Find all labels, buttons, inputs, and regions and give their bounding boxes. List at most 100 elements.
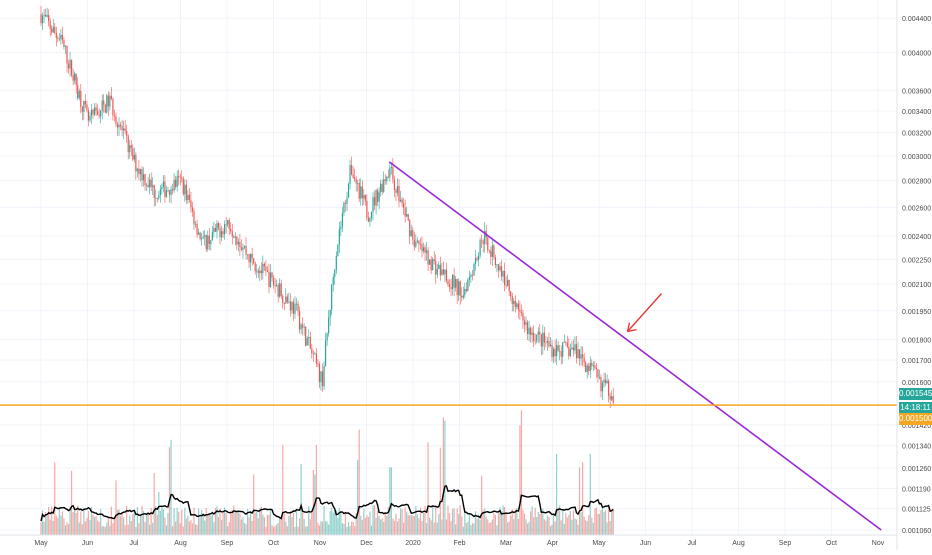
volume-bar	[442, 417, 444, 535]
candle	[90, 109, 93, 116]
candle	[549, 344, 552, 347]
candle	[569, 349, 571, 357]
volume-bar	[175, 521, 177, 535]
candle	[237, 242, 239, 245]
candle	[334, 269, 336, 277]
candle	[311, 348, 313, 354]
candle	[344, 203, 347, 204]
x-tick-label: Jul	[130, 540, 139, 547]
candle	[340, 226, 342, 230]
candle	[355, 179, 357, 184]
y-tick-label: 0.004400	[902, 16, 931, 23]
volume-bar	[165, 525, 168, 535]
volume-bar	[254, 512, 256, 535]
candle	[484, 230, 486, 245]
candle	[210, 240, 212, 244]
volume-bar	[387, 507, 389, 535]
volume-bar	[213, 522, 215, 535]
candle	[597, 369, 599, 378]
candle	[331, 284, 333, 310]
candle	[566, 342, 568, 347]
volume-bar	[224, 507, 226, 535]
volume-bar	[383, 521, 385, 535]
volume-bar	[107, 517, 109, 535]
volume-bar	[465, 523, 467, 535]
candle	[583, 357, 585, 363]
candle	[520, 311, 523, 314]
candle	[57, 37, 59, 39]
candle	[123, 128, 125, 131]
candle	[147, 184, 149, 188]
candle	[476, 258, 478, 260]
candle	[578, 349, 581, 359]
x-tick-label: May	[34, 540, 48, 547]
volume-bar	[210, 515, 212, 535]
volume-bar	[67, 523, 70, 535]
candle	[543, 332, 545, 343]
volume-bar	[520, 410, 523, 535]
candle	[66, 46, 68, 64]
candle	[473, 263, 475, 276]
volume-bar	[260, 506, 262, 535]
volume-bar	[393, 520, 396, 535]
candle	[194, 223, 197, 225]
candle	[608, 380, 610, 397]
volume-bar	[197, 508, 200, 535]
volume-bar	[185, 518, 187, 535]
candle	[320, 371, 322, 383]
candle	[107, 95, 109, 107]
volume-bar	[370, 525, 373, 535]
volume-bar	[346, 526, 348, 535]
volume-bar	[266, 514, 269, 535]
volume-bar	[311, 512, 313, 535]
volume-bar	[500, 515, 503, 535]
candle	[265, 266, 267, 271]
candle	[271, 272, 273, 278]
candle	[585, 362, 587, 372]
candle	[601, 382, 604, 392]
volume-bar	[600, 510, 602, 535]
volume-bar	[398, 518, 400, 535]
volume-bar	[366, 515, 368, 535]
volume-bar	[173, 508, 175, 535]
volume-bar	[303, 518, 305, 535]
candle	[384, 179, 386, 182]
candle	[533, 332, 535, 341]
candle	[155, 197, 157, 199]
volume-bar	[401, 509, 403, 535]
candle	[604, 379, 607, 384]
volume-bar	[508, 521, 510, 535]
candle	[112, 99, 114, 116]
volume-bar	[109, 525, 111, 535]
candle	[75, 73, 77, 86]
volume-bar	[271, 525, 273, 535]
candle	[467, 279, 469, 292]
candle	[438, 264, 440, 269]
candle	[517, 303, 519, 310]
volume-bar	[285, 521, 287, 535]
volume-bar	[171, 526, 174, 535]
candle	[266, 270, 269, 273]
candle	[372, 197, 374, 212]
candle	[201, 237, 203, 239]
candle	[314, 353, 316, 355]
volume-bar	[211, 511, 213, 535]
candle	[324, 340, 327, 366]
candle	[514, 300, 516, 307]
volume-bar	[86, 518, 88, 535]
volume-bar	[413, 516, 415, 535]
y-tick-label: 0.001060	[902, 528, 931, 535]
volume-bar	[250, 511, 252, 535]
candle	[230, 228, 232, 232]
candle	[375, 190, 377, 206]
candle	[295, 303, 298, 305]
volume-bar	[141, 505, 143, 535]
candle	[338, 229, 340, 245]
volume-bar	[448, 513, 451, 535]
volume-bar	[158, 492, 160, 535]
volume-moving-average	[40, 485, 614, 522]
volume-bar	[548, 517, 550, 535]
volume-bar	[332, 512, 334, 535]
